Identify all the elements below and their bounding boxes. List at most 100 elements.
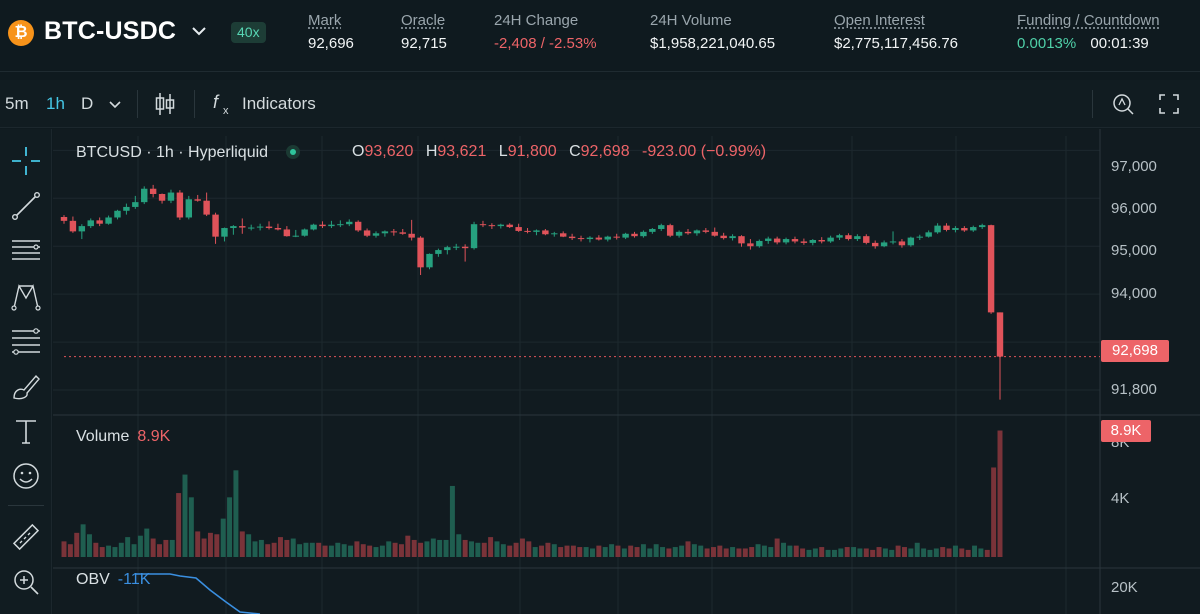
volume-bar — [488, 537, 494, 557]
volume-bar — [558, 547, 564, 557]
price-axis-label: 95,000 — [1111, 242, 1157, 259]
volume-bar — [303, 542, 309, 557]
volume-bar — [844, 547, 850, 557]
volume-bar — [965, 549, 971, 557]
volume-bar — [405, 535, 411, 557]
chevron-down-icon[interactable] — [190, 22, 208, 40]
candle-body — [675, 231, 683, 236]
volume-bar — [443, 539, 449, 557]
volume-bar — [469, 541, 474, 557]
candle-body — [568, 236, 576, 239]
volume-bar — [921, 548, 927, 557]
candle-body — [479, 224, 487, 226]
timeframe-1h[interactable]: 1h — [46, 94, 65, 113]
volume-bar — [398, 544, 404, 557]
pair-selector[interactable]: BTC-USDC — [44, 17, 177, 45]
candle-body — [497, 224, 505, 227]
volume-bar — [736, 548, 742, 557]
timeframe-dropdown-icon[interactable] — [108, 97, 122, 111]
candle-body — [337, 224, 344, 226]
stat-oracle-label: Oracle — [401, 12, 446, 29]
volume-bar — [379, 545, 385, 557]
volume-bar — [806, 549, 812, 557]
candle-body — [836, 235, 843, 238]
volume-bar — [831, 549, 837, 557]
volume-bar — [112, 547, 118, 557]
snapshot-icon[interactable] — [1110, 91, 1136, 117]
volume-bar — [978, 548, 984, 557]
candle-body — [765, 238, 772, 241]
candle-body — [756, 240, 763, 247]
volume-bar — [392, 542, 398, 557]
candle-body — [461, 246, 469, 249]
chart-symbol[interactable]: BTCUSD · 1h · Hyperliquid — [76, 144, 269, 161]
fullscreen-icon[interactable] — [1158, 93, 1180, 115]
candle-body — [961, 228, 968, 231]
volume-bar — [666, 548, 672, 557]
volume-bar — [984, 549, 990, 557]
btc-coin-icon: ₿ — [8, 20, 34, 46]
volume-bar — [583, 547, 589, 557]
text-tool-icon[interactable] — [10, 415, 42, 447]
volume-bar — [551, 544, 557, 557]
candle-body — [666, 225, 674, 236]
volume-bar — [137, 535, 143, 557]
volume-bar — [819, 547, 825, 557]
obv-axis-label: 20K — [1111, 579, 1138, 596]
indicators-fx-icon[interactable]: f x — [212, 91, 234, 117]
emoji-icon[interactable] — [10, 460, 42, 492]
stat-mark-value: 92,696 — [308, 35, 354, 52]
volume-bar — [959, 548, 965, 557]
candle-body — [515, 227, 522, 231]
candle-body — [934, 225, 941, 233]
market-header: ₿ BTC-USDC 40x Mark 92,696 Oracle 92,715… — [0, 0, 1200, 72]
volume-bar — [99, 547, 105, 557]
candle-body — [871, 242, 879, 247]
volume-bar — [615, 545, 621, 557]
volume-bar — [870, 549, 876, 557]
zoom-in-icon[interactable] — [10, 566, 42, 598]
ohlc-high: 93,621 — [437, 143, 487, 160]
ohlc-low: 91,800 — [507, 143, 557, 160]
stat-open-interest: Open Interest $2,775,117,456.76 — [834, 12, 958, 52]
candle-body — [185, 199, 193, 218]
candle-series — [60, 184, 1004, 400]
volume-legend-value: 8.9K — [137, 428, 171, 445]
volume-bar — [908, 548, 914, 557]
indicators-button[interactable]: Indicators — [242, 94, 316, 113]
obv-line — [135, 573, 261, 614]
tools-divider — [8, 505, 44, 506]
volume-bar — [634, 547, 640, 557]
volume-bar — [93, 542, 99, 557]
candle-body — [898, 241, 906, 246]
pattern-icon[interactable] — [10, 280, 42, 312]
candle-body — [559, 233, 567, 237]
candle-body — [141, 188, 148, 203]
timeframe-1d[interactable]: D — [81, 94, 94, 113]
trend-line-icon[interactable] — [10, 190, 42, 222]
obv-legend: OBV -11K — [76, 571, 150, 589]
fib-levels-icon[interactable] — [10, 325, 42, 357]
volume-bar — [207, 532, 213, 557]
candle-body — [212, 214, 219, 237]
horizontal-lines-icon[interactable] — [10, 235, 42, 267]
volume-bar — [437, 539, 443, 557]
crosshair-icon[interactable] — [10, 145, 42, 177]
candle-body — [328, 224, 335, 227]
timeframe-5m[interactable]: 5m — [5, 94, 29, 113]
volume-bar — [328, 545, 334, 557]
brush-icon[interactable] — [10, 370, 42, 402]
ruler-icon[interactable] — [10, 521, 42, 553]
candle-body — [176, 192, 184, 218]
drawing-tools — [0, 129, 52, 614]
volume-bar — [704, 548, 710, 557]
candles-icon[interactable] — [153, 91, 177, 117]
leverage-badge[interactable]: 40x — [231, 22, 266, 43]
volume-tag: 8.9K — [1101, 420, 1151, 442]
price-axis-label: 97,000 — [1111, 158, 1157, 175]
candle-body — [987, 225, 995, 313]
volume-bar — [660, 547, 666, 557]
candle-body — [203, 200, 210, 215]
stat-24h-change-label: 24H Change — [494, 12, 579, 29]
